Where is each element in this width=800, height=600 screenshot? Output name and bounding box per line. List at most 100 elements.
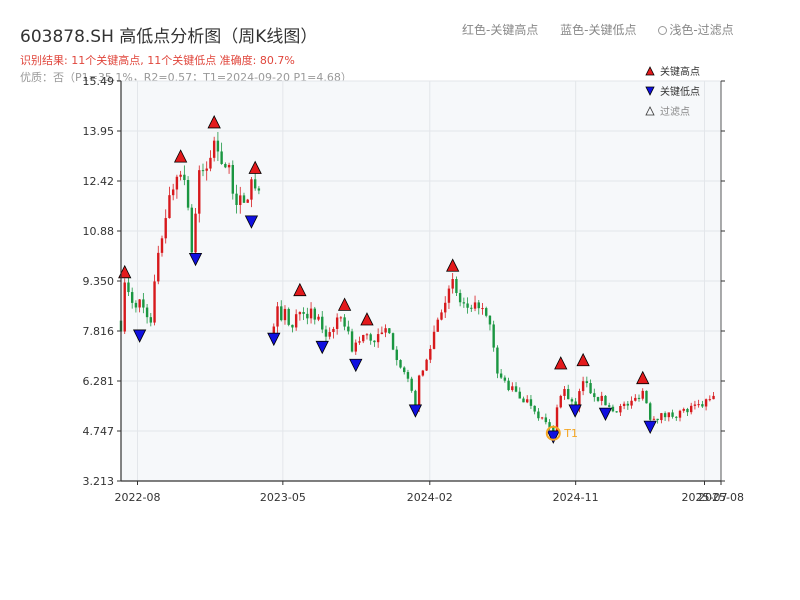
x-tick-label: 2024-11 [553, 491, 599, 504]
candle-down [130, 292, 134, 303]
candle-up [622, 403, 626, 406]
candle-down [675, 416, 678, 418]
legend-red-high: 红色-关键高点 [462, 23, 539, 37]
key-low-marker [315, 340, 329, 355]
candle-down [388, 328, 391, 334]
candle-down [149, 317, 153, 323]
candle-down [593, 393, 596, 398]
candle-down [406, 372, 410, 379]
key-high-marker [207, 115, 221, 129]
key-high-marker [554, 356, 568, 370]
candle-down [142, 299, 145, 308]
legend-low-label: 关键低点 [660, 85, 700, 98]
candle-up [425, 359, 428, 371]
candle-down [186, 179, 190, 208]
candle-up [276, 306, 279, 327]
candle-up [212, 140, 216, 158]
key-low-marker [132, 329, 147, 343]
candle-up [652, 418, 656, 420]
candle-up [332, 328, 335, 333]
candle-down [257, 188, 261, 191]
legend-high-triangle-icon [645, 66, 655, 76]
candle-down [499, 373, 503, 378]
candle-down [201, 170, 205, 172]
candle-up [693, 404, 697, 406]
candle-up [600, 395, 603, 401]
candle-up [444, 302, 447, 313]
candle-down [615, 411, 618, 413]
candle-up [432, 331, 436, 349]
key-high-marker [173, 149, 188, 163]
candle-down [291, 324, 294, 328]
candle-up [704, 399, 708, 407]
candle-up [246, 199, 249, 203]
key-high-marker [337, 297, 352, 311]
candle-down [462, 302, 466, 304]
candle-down [488, 315, 492, 325]
candle-up [175, 176, 179, 190]
candle-up [581, 381, 585, 392]
candle-down [458, 293, 462, 303]
candle-up [708, 399, 712, 401]
candle-up [365, 334, 369, 336]
candle-down [343, 317, 346, 327]
legend-low-triangle-icon [645, 86, 655, 96]
candle-down [395, 349, 398, 361]
color-legend: 红色-关键高点 蓝色-关键低点 浅色-过滤点 [462, 21, 734, 38]
candle-down [656, 418, 659, 421]
legend-filtered-triangle-icon [645, 106, 655, 116]
candle-down [529, 399, 533, 406]
candle-up [540, 417, 544, 419]
candle-up [447, 288, 451, 303]
y-tick-label: 6.281 [83, 375, 115, 388]
candle-down [637, 397, 641, 399]
candle-up [198, 170, 201, 214]
candle-up [171, 189, 175, 196]
candle-down [347, 326, 350, 332]
candle-down [537, 411, 540, 419]
candles [119, 131, 715, 432]
key-high-marker [636, 370, 650, 385]
key-low-marker [546, 430, 560, 444]
y-tick-label: 3.213 [83, 475, 115, 488]
candle-down [611, 406, 615, 412]
key-low-marker [267, 332, 281, 347]
candle-up [362, 334, 365, 342]
candle-down [324, 329, 328, 337]
candle-up [358, 341, 361, 343]
candle-up [511, 386, 514, 391]
y-tick-label: 4.747 [83, 425, 115, 438]
candle-down [127, 282, 130, 293]
key-high-marker [118, 264, 132, 279]
y-tick-label: 12.42 [83, 175, 115, 188]
t1-label: T1 [563, 427, 578, 440]
candle-down [224, 163, 227, 168]
chart-title: 603878.SH 高低点分析图（周K线图） [20, 27, 318, 47]
key-high-marker [293, 282, 307, 297]
key-low-marker [643, 420, 657, 435]
candle-down [548, 422, 551, 428]
candle-down [496, 347, 499, 374]
candle-down [391, 333, 395, 350]
candle-down [321, 316, 324, 330]
candle-down [645, 390, 648, 404]
x-tick-label: 2025-08 [698, 491, 744, 504]
candle-up [641, 390, 644, 399]
recognition-result: 识别结果: 11个关键高点, 11个关键低点 准确度: 80.7% [20, 54, 295, 67]
candle-down [369, 334, 372, 341]
legend-light-filtered: 浅色-过滤点 [669, 23, 734, 37]
candle-down [607, 405, 611, 407]
candle-up [436, 319, 439, 332]
pivot-markers: T1 [118, 115, 657, 444]
candle-down [403, 367, 406, 373]
candle-up [526, 399, 529, 403]
candle-up [473, 302, 477, 309]
candle-down [183, 174, 186, 180]
x-tick-label: 2022-08 [115, 491, 161, 504]
y-tick-label: 15.49 [83, 75, 115, 88]
candle-up [451, 279, 454, 289]
candle-down [399, 360, 402, 368]
candle-down [518, 391, 521, 399]
candle-down [585, 381, 589, 384]
candle-up [317, 316, 320, 320]
